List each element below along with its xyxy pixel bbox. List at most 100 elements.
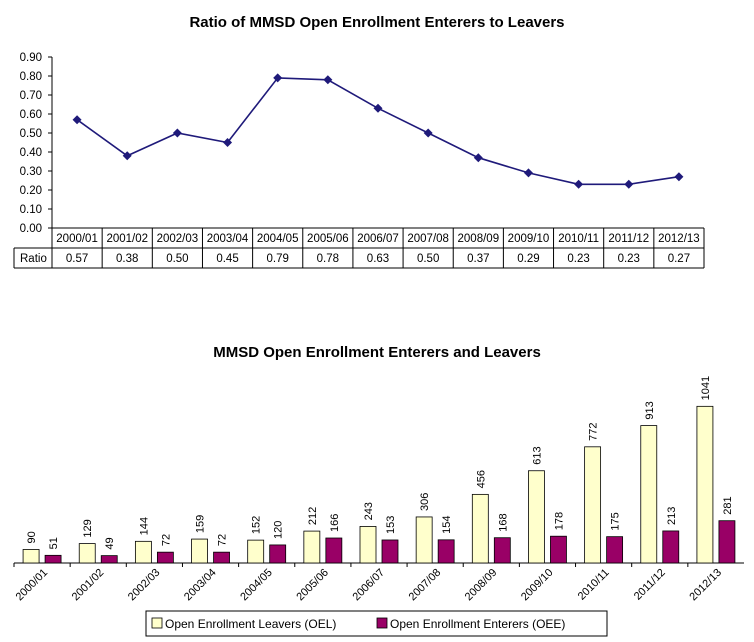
- oel-bar: [78, 543, 96, 564]
- data-point: [373, 103, 383, 113]
- data-label: 913: [644, 401, 656, 419]
- data-point: [223, 138, 233, 147]
- oee-bar: [550, 535, 567, 564]
- oel-bar: [22, 549, 40, 564]
- table-value: 0.79: [266, 253, 288, 265]
- category-label: 2005/06: [307, 233, 349, 245]
- oel-bar: [303, 530, 321, 564]
- category-label: 2011/12: [608, 233, 649, 245]
- table-value: 0.45: [216, 253, 238, 265]
- oee-bar: [100, 555, 118, 564]
- data-label: 144: [138, 517, 150, 535]
- category-label: 2011/12: [632, 567, 668, 603]
- category-label: 2003/04: [207, 233, 249, 245]
- y-tick-label: 0.50: [20, 128, 42, 140]
- oel-bar: [471, 493, 489, 564]
- data-label: 168: [497, 513, 509, 531]
- data-label: 152: [251, 516, 263, 534]
- table-value: 0.29: [517, 253, 539, 265]
- oel-bar: [359, 526, 377, 564]
- y-tick-label: 0.10: [20, 204, 42, 216]
- table-value: 0.23: [618, 253, 640, 265]
- y-tick-label: 0.80: [20, 71, 42, 83]
- data-point: [323, 75, 333, 85]
- category-label: 2000/01: [56, 233, 98, 245]
- category-label: 2007/08: [407, 567, 444, 604]
- oee-bar: [606, 536, 624, 564]
- data-point: [624, 179, 634, 189]
- oel-bar: [584, 446, 602, 564]
- category-label: 2010/11: [576, 567, 612, 603]
- data-point: [574, 179, 584, 189]
- table-value: 0.63: [367, 253, 389, 265]
- legend-label: Open Enrollment Leavers (OEL): [165, 617, 336, 631]
- data-point: [122, 151, 132, 161]
- ratio-line-chart: Ratio of MMSD Open Enrollment Enterers t…: [13, 14, 705, 269]
- category-label: 2012/13: [687, 567, 724, 604]
- category-label: 2009/10: [519, 567, 556, 604]
- category-label: 2010/11: [558, 233, 599, 245]
- category-label: 2004/05: [257, 233, 299, 245]
- oee-bar: [381, 539, 399, 564]
- y-tick-label: 0.60: [20, 109, 42, 121]
- data-label: 159: [195, 515, 207, 533]
- ratio-series-line: [76, 77, 680, 186]
- data-label: 772: [588, 422, 600, 440]
- oel-bar: [696, 405, 714, 564]
- table-value: 0.50: [417, 253, 439, 265]
- table-value: 0.38: [116, 253, 138, 265]
- data-label: 613: [531, 446, 543, 464]
- category-label: 2001/02: [106, 233, 148, 245]
- oee-bar: [718, 520, 736, 564]
- oel-bar: [528, 470, 545, 564]
- category-label: 2003/04: [182, 567, 219, 604]
- oel-bar: [247, 539, 265, 564]
- data-point: [473, 153, 483, 163]
- data-label: 212: [307, 507, 319, 525]
- oee-bar: [493, 537, 511, 564]
- oel-bar: [640, 425, 658, 564]
- legend-label: Open Enrollment Enterers (OEE): [390, 617, 565, 631]
- data-label: 175: [610, 512, 622, 530]
- chart-title: MMSD Open Enrollment Enterers and Leaver…: [213, 344, 541, 361]
- oel-bar: [134, 540, 152, 564]
- data-label: 120: [273, 521, 285, 539]
- oee-bar: [44, 554, 62, 564]
- category-label: 2009/10: [508, 233, 550, 245]
- oee-bar: [156, 551, 174, 564]
- category-label: 2002/03: [126, 567, 163, 604]
- data-label: 51: [48, 537, 60, 549]
- y-tick-label: 0.00: [20, 223, 42, 235]
- enterers-leavers-bar-chart: MMSD Open Enrollment Enterers and Leaver…: [13, 344, 744, 637]
- category-label: 2004/05: [238, 567, 275, 604]
- data-label: 243: [363, 502, 375, 520]
- data-label: 1041: [700, 376, 712, 400]
- category-label: 2006/07: [351, 567, 388, 604]
- data-point: [423, 128, 433, 138]
- oel-bar: [415, 516, 433, 564]
- category-label: 2007/08: [407, 233, 449, 245]
- category-label: 2012/13: [658, 233, 700, 245]
- line-chart-axes: 0.00 0.10 0.20 0.30 0.40 0.50 0.60 0.70 0.80 0.90: [20, 52, 53, 235]
- data-label: 166: [329, 514, 341, 532]
- data-point: [273, 73, 283, 83]
- data-label: 178: [553, 512, 565, 530]
- y-tick-label: 0.30: [20, 166, 42, 178]
- data-label: 49: [104, 537, 116, 549]
- chart-title: Ratio of MMSD Open Enrollment Enterers t…: [189, 14, 564, 31]
- oee-bar: [325, 537, 343, 564]
- data-label: 456: [475, 470, 487, 488]
- category-label: 2005/06: [294, 567, 331, 604]
- category-label: 2001/02: [70, 567, 107, 604]
- oee-bar: [269, 544, 287, 564]
- data-label: 153: [385, 516, 397, 534]
- oel-bar: [191, 538, 208, 564]
- line-plot: [72, 73, 684, 189]
- data-point: [172, 128, 182, 138]
- legend-swatch-oel: [151, 617, 163, 629]
- table-value: 0.37: [467, 253, 489, 265]
- data-point: [674, 172, 684, 182]
- y-tick-label: 0.40: [20, 147, 42, 159]
- data-table: Ratio 2000/01 0.57 2001/02 0.38 2002/03 0.50 20…: [13, 227, 705, 269]
